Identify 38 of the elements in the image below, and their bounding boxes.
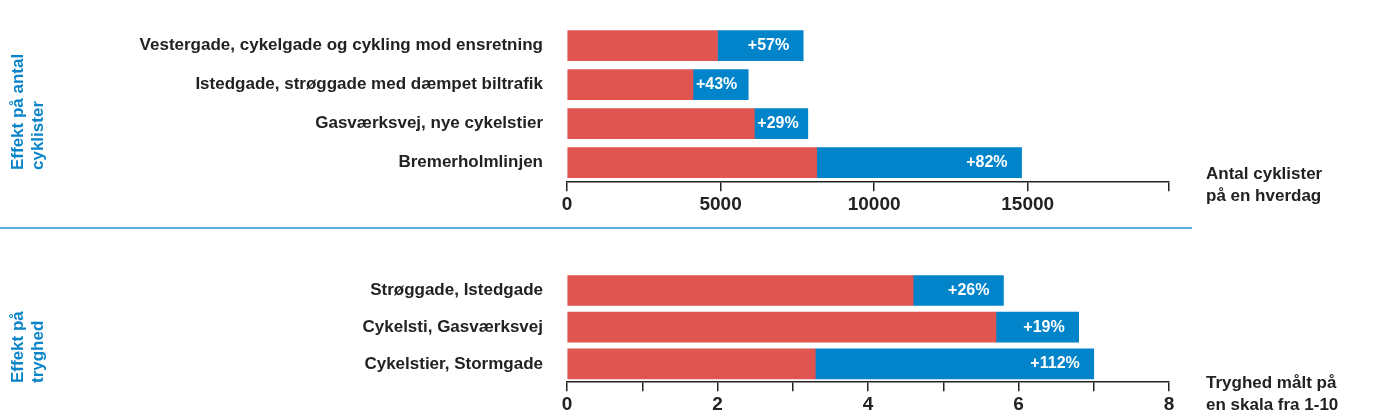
annotation: +82%	[966, 153, 1008, 171]
x-axis-title: Tryghed målt på en skala fra 1-10	[1206, 372, 1339, 416]
annotation: +57%	[747, 36, 790, 54]
x-tick-label: 2	[712, 392, 723, 414]
annotation: +112%	[1030, 354, 1080, 372]
annotation: +29%	[757, 114, 799, 132]
x-axis-title: Antal cyklister på en hverdag	[1206, 163, 1323, 207]
bar	[912, 275, 1004, 306]
x-tick-label: 6	[1013, 392, 1024, 414]
bar	[567, 311, 997, 343]
y-axis-title: Effekt på tryghed	[8, 310, 48, 383]
annotation: +19%	[1023, 317, 1065, 335]
bar	[717, 30, 804, 62]
x-tick-label: 4	[862, 392, 874, 414]
annotation: +43%	[695, 75, 738, 93]
bar	[816, 147, 1022, 179]
x-tick-label: 8	[1163, 392, 1175, 414]
y-tick-label: Cykelstier, Stormgade	[364, 353, 543, 373]
y-tick-label: Strøggade, Istedgade	[370, 280, 543, 300]
bar	[567, 69, 694, 101]
y-tick-label: Istedgade, strøggade med dæmpet biltrafik	[195, 74, 544, 94]
bar	[567, 30, 718, 62]
x-tick-label: 5000	[699, 192, 742, 214]
y-tick-label: Vestergade, cykelgade og cykling mod ensretning	[139, 35, 543, 55]
y-axis-title: Effekt på antal cyklister	[8, 52, 48, 170]
x-tick-label: 15000	[1001, 192, 1055, 214]
bar	[567, 275, 914, 306]
bar	[567, 108, 755, 140]
bar	[567, 147, 818, 179]
y-tick-label: Gasværksvej, nye cykelstier	[315, 113, 544, 133]
x-tick-label: 0	[561, 192, 573, 214]
x-tick-label: 0	[561, 392, 573, 414]
bar	[815, 348, 1095, 380]
x-tick-label: 10000	[847, 192, 901, 214]
y-tick-label: Bremerholmlinjen	[398, 152, 543, 172]
annotation: +26%	[948, 280, 990, 298]
bar	[567, 348, 816, 380]
y-tick-label: Cykelsti, Gasværksvej	[362, 316, 543, 336]
